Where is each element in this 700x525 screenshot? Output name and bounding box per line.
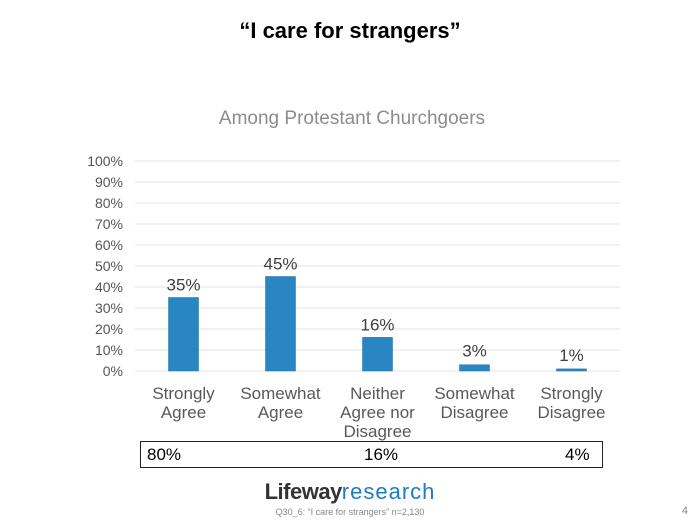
y-tick-label: 70% [95, 216, 123, 232]
slide-title: “I care for strangers” [239, 18, 461, 43]
y-tick-label: 60% [95, 237, 123, 253]
y-tick-label: 90% [95, 174, 123, 190]
x-tick-label: Somewhat Agree [240, 384, 321, 422]
data-label: 1% [559, 346, 584, 365]
y-tick-label: 80% [95, 195, 123, 211]
footnote: Q30_6: “I care for strangers” n=2,130 [275, 507, 425, 517]
y-tick-label: 100% [87, 153, 123, 169]
y-tick-label: 10% [95, 342, 123, 358]
bar [265, 276, 296, 372]
bar-chart: Among Protestant Churchgoers 0% 10% 20% 30%… [87, 108, 620, 441]
y-tick-label: 40% [95, 279, 123, 295]
bar [362, 337, 393, 372]
y-tick-label: 50% [95, 258, 123, 274]
x-tick-label: Somewhat Disagree [434, 384, 515, 422]
bar [556, 368, 587, 372]
data-label: 16% [360, 315, 394, 334]
page-number: 4 [681, 505, 688, 517]
y-tick-label: 20% [95, 321, 123, 337]
bar [459, 364, 490, 372]
logo-part1: Lifeway [264, 479, 343, 504]
y-tick-label: 30% [95, 300, 123, 316]
summary-box: 80% 16% 4% [140, 441, 603, 468]
chart-title: Among Protestant Churchgoers [219, 108, 485, 129]
x-tick-label: Neither Agree nor Disagree [340, 384, 415, 441]
x-tick-label: Strongly Disagree [537, 384, 605, 422]
lifeway-logo: Lifewayresearch [0, 479, 700, 505]
bar [168, 297, 199, 372]
summary-neither: 16% [364, 445, 399, 464]
summary-disagree: 4% [565, 445, 590, 464]
summary-agree: 80% [147, 445, 182, 464]
data-label: 35% [166, 276, 200, 295]
data-label: 3% [462, 342, 487, 361]
y-tick-label: 0% [103, 363, 123, 379]
logo-part2: research [341, 479, 436, 504]
x-tick-label: Strongly Agree [152, 384, 215, 422]
data-label: 45% [263, 255, 297, 274]
